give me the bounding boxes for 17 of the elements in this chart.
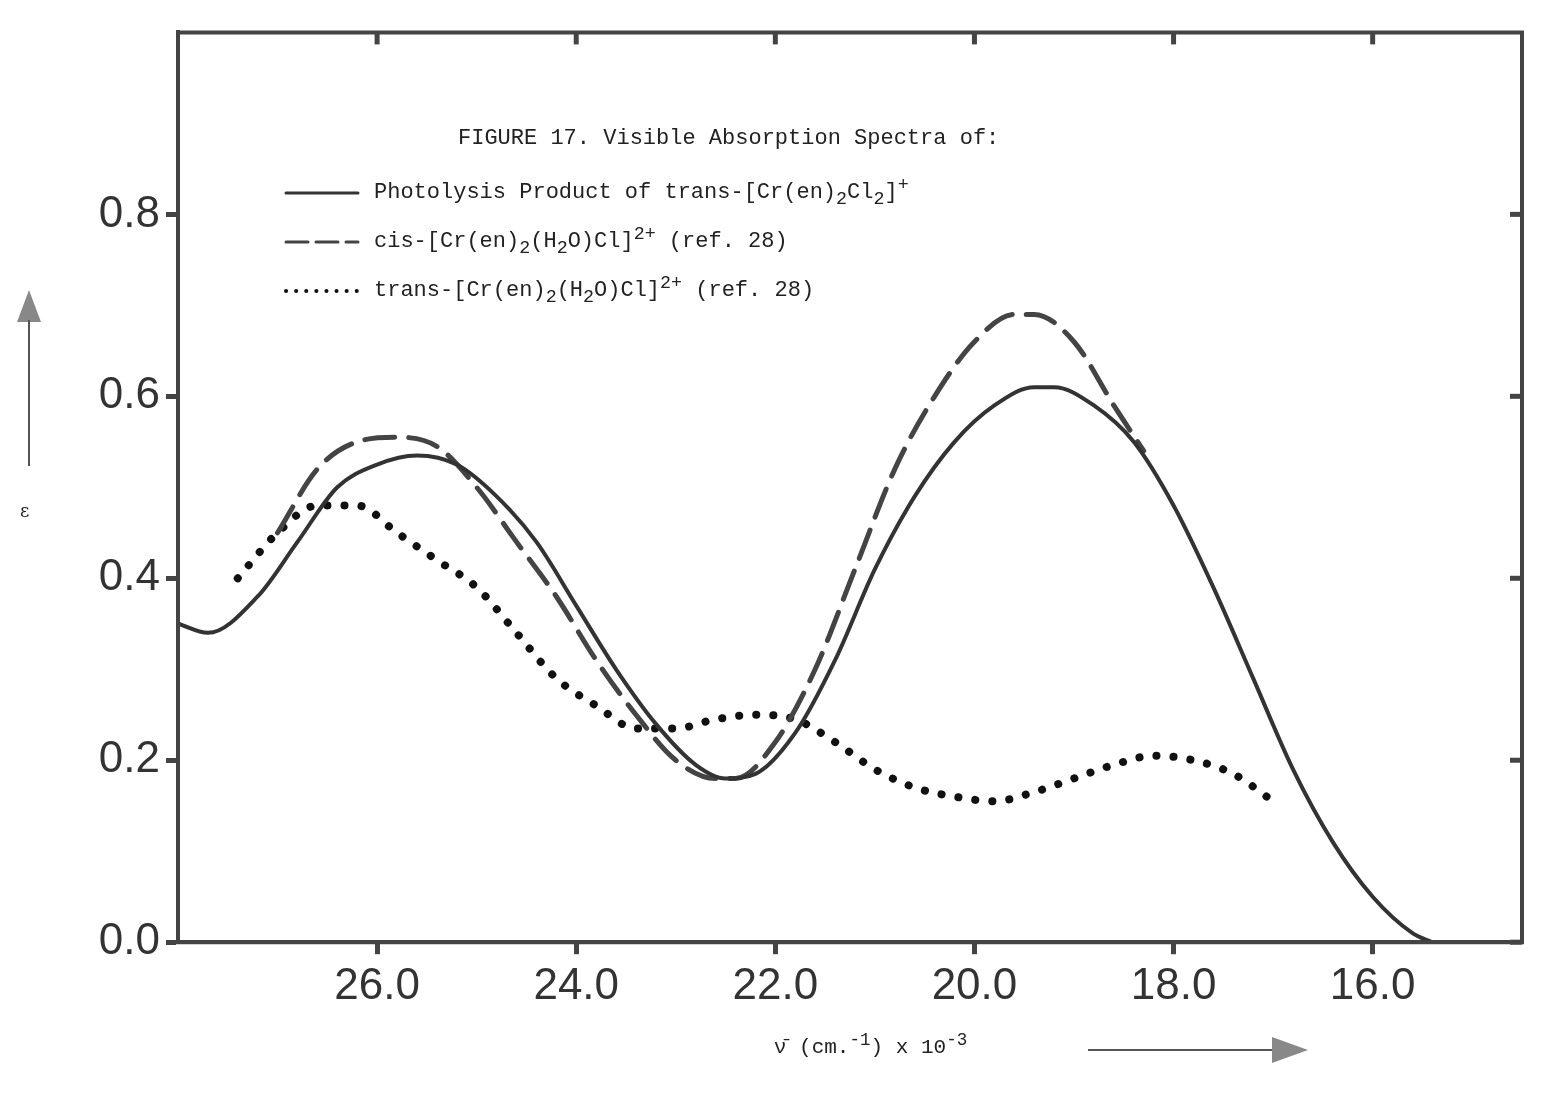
x-tick-label: 18.0 <box>1130 958 1217 1008</box>
x-tick-label: 26.0 <box>334 958 420 1008</box>
x-tick-label: 16.0 <box>1329 958 1416 1008</box>
legend-label: Photolysis Product of trans-[Cr(en)$_{2}$Cl$_{2}$]$^{+}$ <box>374 175 909 210</box>
y-tick-label: 0.6 <box>98 368 160 418</box>
y-tick-label: 0.0 <box>98 914 160 964</box>
x-tick-label: 24.0 <box>533 958 620 1008</box>
y-tick-label: 0.8 <box>98 186 160 236</box>
y-axis-title: ε <box>20 500 30 521</box>
text: FIGURE 17. Visible Absorption Spectra of: <box>458 126 1000 151</box>
y-tick-label: 0.4 <box>98 550 160 600</box>
legend-label: cis-[Cr(en)$_{2}$(H$_{2}$O)Cl]$^{2+}$ (ref. 28) <box>374 224 788 259</box>
y-tick-label: 0.2 <box>98 732 160 782</box>
x-tick-label: 20.0 <box>931 958 1018 1008</box>
legend-label: trans-[Cr(en)$_{2}$(H$_{2}$O)Cl]$^{2+}$ (ref. 28) <box>374 273 815 308</box>
x-axis-title: ν̄ (cm.$^{-1}$) x 10$^{-3}$ <box>772 1030 969 1059</box>
x-tick-label: 22.0 <box>732 958 819 1008</box>
